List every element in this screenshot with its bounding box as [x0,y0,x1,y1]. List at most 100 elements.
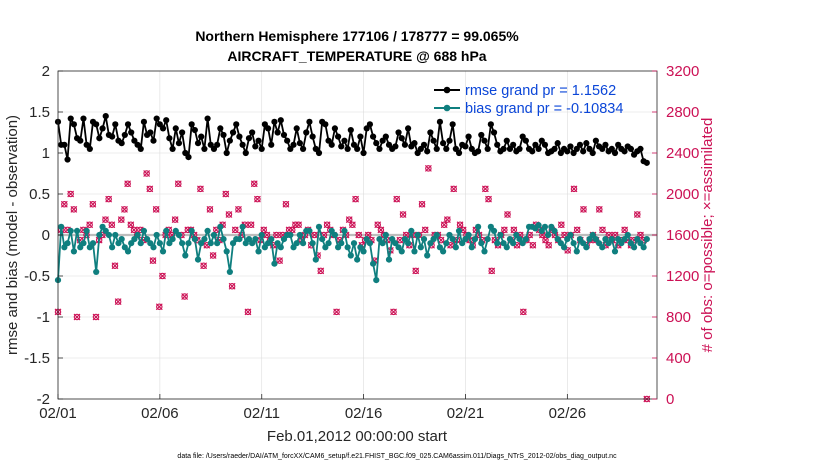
rmse-point [510,141,517,148]
obs-possible-point [390,308,397,316]
obs-assimilated-point [159,272,166,280]
bias-point [325,240,332,247]
bias-point [366,240,374,247]
bias-point [465,231,472,239]
bias-point [319,236,326,243]
rmse-point [175,140,183,147]
obs-possible-point [228,282,236,290]
obs-cross-stroke [247,221,255,229]
bias-point [58,223,65,230]
obs-assimilated-point [130,226,138,234]
x-tick-label: 02/06 [141,405,179,422]
rmse-point [535,145,542,152]
rmse-point [201,145,208,152]
left-tick-label: -2 [37,391,50,408]
rmse-point [475,148,482,155]
obs-cross-stroke [295,221,303,229]
bias-point [96,231,103,239]
bias-point [182,252,189,259]
rmse-point [249,129,256,136]
bias-point [484,236,491,243]
bias-point [93,268,100,275]
rmse-point [303,129,310,136]
obs-cross-stroke [633,211,641,218]
obs-possible-point [282,201,290,208]
bias-point [354,256,361,263]
bias-point [497,231,504,239]
obs-assimilated-point [570,185,578,193]
obs-cross-stroke [276,257,284,265]
rmse-point [284,137,291,144]
obs-cross-stroke [136,226,144,234]
rmse-point [420,141,428,148]
obs-possible-point [146,185,154,193]
obs-assimilated-point [456,221,464,229]
bias-point [341,227,348,234]
rmse-point [522,137,529,144]
obs-assimilated-point [573,226,581,234]
rmse-point [490,129,498,136]
rmse-point [67,115,74,122]
chart-title-line2: AIRCRAFT_TEMPERATURE @ 688 hPa [227,48,486,64]
rmse-point [494,141,501,148]
obs-cross-stroke [481,185,489,193]
obs-possible-point [181,293,188,300]
obs-cross-stroke [225,211,233,218]
bias-point [159,248,167,255]
obs-cross-stroke [491,236,499,244]
obs-assimilated-point [421,226,429,234]
rmse-point [255,137,262,144]
bias-point [573,248,580,255]
bias-point [468,244,475,251]
obs-possible-point [333,308,340,316]
obs-assimilated-point [263,231,271,239]
rmse-point [503,137,510,144]
obs-assimilated-point [197,185,204,193]
obs-assimilated-point [117,216,125,224]
bias-point [204,227,211,234]
rmse-point [487,121,494,128]
bias-point [287,231,294,239]
rmse-point [296,140,303,147]
right-tick-label: 1600 [666,227,699,244]
obs-cross-stroke [564,246,572,254]
obs-possible-point [108,221,116,229]
rmse-point [236,133,243,140]
bias-point [293,240,300,247]
obs-assimilated-point [424,164,432,172]
rmse-point [395,129,402,136]
bias-point [424,252,431,259]
rmse-point [567,143,574,150]
obs-cross-stroke [117,216,125,224]
bias-point [417,244,424,251]
bias-point [551,227,558,234]
obs-assimilated-point [108,221,116,229]
rmse-point [150,137,157,144]
obs-cross-stroke [143,170,151,177]
x-axis: 02/01 02/06 02/11 02/16 02/21 02/26 [39,394,586,422]
rmse-point [554,140,561,147]
bias-point [475,223,482,230]
bias-point [70,248,78,255]
bias-point [373,277,380,284]
bias-point [118,236,125,243]
rmse-point [239,141,246,148]
bias-point [239,223,246,230]
obs-possible-point [254,195,261,203]
rmse-point [166,135,173,142]
obs-cross-stroke [352,195,359,203]
rmse-point [179,129,186,136]
obs-cross-stroke [108,221,116,229]
obs-assimilated-point [580,205,587,213]
obs-cross-stroke [235,205,242,213]
x-tick-label: 02/21 [447,405,485,422]
obs-cross-stroke [70,205,78,213]
obs-assimilated-point [542,236,549,244]
obs-cross-stroke [171,216,179,224]
left-tick-label: -1 [37,309,50,326]
obs-cross-stroke [155,303,163,311]
rmse-point [64,156,71,163]
rmse-point [484,145,491,152]
rmse-point [583,140,590,147]
obs-assimilated-point [377,226,385,234]
